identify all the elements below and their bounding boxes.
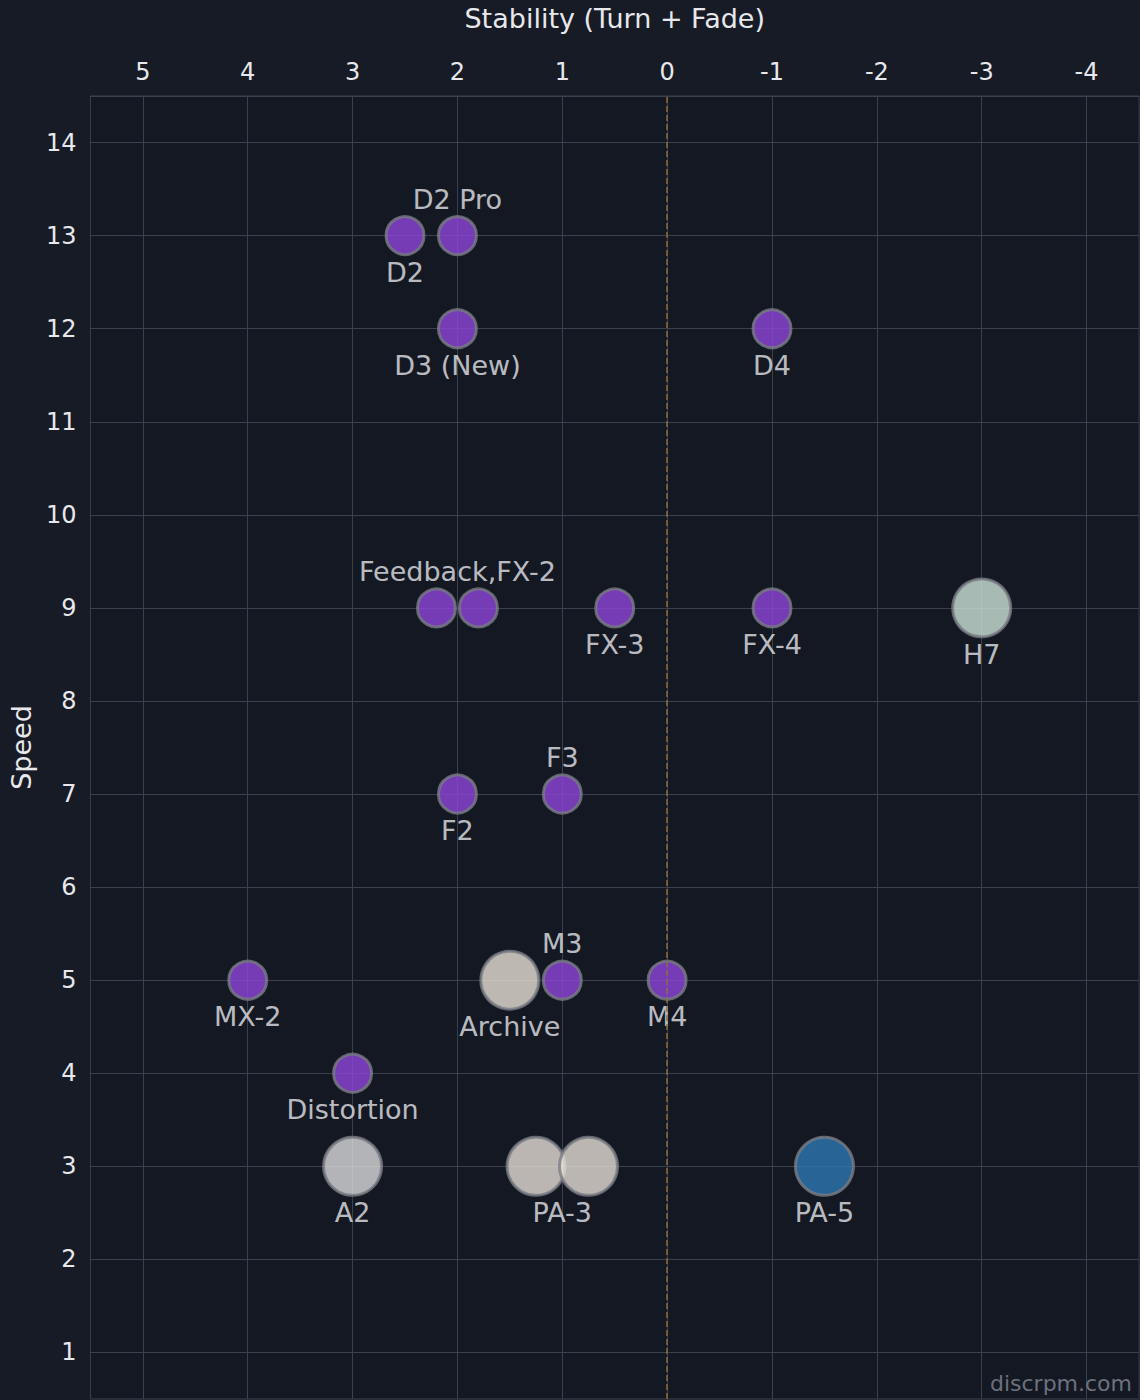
svg-text:FX-4: FX-4 (742, 629, 802, 660)
svg-text:10: 10 (46, 501, 77, 529)
svg-text:3: 3 (61, 1152, 76, 1180)
svg-text:H7: H7 (963, 639, 1000, 670)
svg-text:discrpm.com: discrpm.com (990, 1371, 1132, 1396)
svg-text:2: 2 (450, 58, 465, 86)
svg-text:1: 1 (555, 58, 570, 86)
svg-text:Archive: Archive (459, 1011, 560, 1042)
svg-text:MX-2: MX-2 (214, 1001, 281, 1032)
svg-text:2: 2 (61, 1245, 76, 1273)
svg-text:PA-5: PA-5 (795, 1197, 854, 1228)
svg-text:3: 3 (345, 58, 360, 86)
svg-text:9: 9 (61, 594, 76, 622)
svg-text:M4: M4 (646, 1001, 688, 1033)
svg-text:5: 5 (61, 966, 76, 994)
svg-text:12: 12 (46, 315, 77, 343)
svg-text:4: 4 (240, 58, 255, 86)
svg-text:Distortion: Distortion (286, 1094, 418, 1125)
svg-text:PA-3: PA-3 (533, 1197, 592, 1228)
svg-text:1: 1 (61, 1338, 76, 1366)
svg-text:Stability (Turn + Fade): Stability (Turn + Fade) (464, 3, 765, 34)
svg-text:8: 8 (61, 687, 76, 715)
svg-text:7: 7 (61, 780, 76, 808)
svg-text:M3: M3 (542, 928, 582, 959)
svg-text:D2: D2 (386, 257, 424, 288)
svg-text:F2: F2 (441, 815, 474, 846)
svg-text:Feedback,FX-2: Feedback,FX-2 (359, 556, 556, 587)
svg-text:11: 11 (46, 408, 77, 436)
svg-text:D4: D4 (753, 350, 791, 381)
svg-text:D3 (New): D3 (New) (394, 350, 521, 381)
svg-text:4: 4 (61, 1059, 76, 1087)
svg-text:-1: -1 (760, 58, 784, 86)
svg-text:FX-3: FX-3 (585, 629, 645, 660)
svg-text:13: 13 (46, 222, 77, 250)
svg-text:-4: -4 (1075, 58, 1099, 86)
svg-text:F3: F3 (546, 742, 579, 773)
svg-text:6: 6 (61, 873, 76, 901)
svg-text:0: 0 (660, 58, 675, 86)
svg-text:-2: -2 (865, 58, 889, 86)
svg-text:Speed: Speed (6, 705, 37, 790)
svg-text:5: 5 (135, 58, 150, 86)
svg-text:D2 Pro: D2 Pro (413, 184, 502, 215)
svg-text:14: 14 (46, 129, 77, 157)
svg-text:A2: A2 (335, 1197, 371, 1228)
svg-text:-3: -3 (970, 58, 994, 86)
